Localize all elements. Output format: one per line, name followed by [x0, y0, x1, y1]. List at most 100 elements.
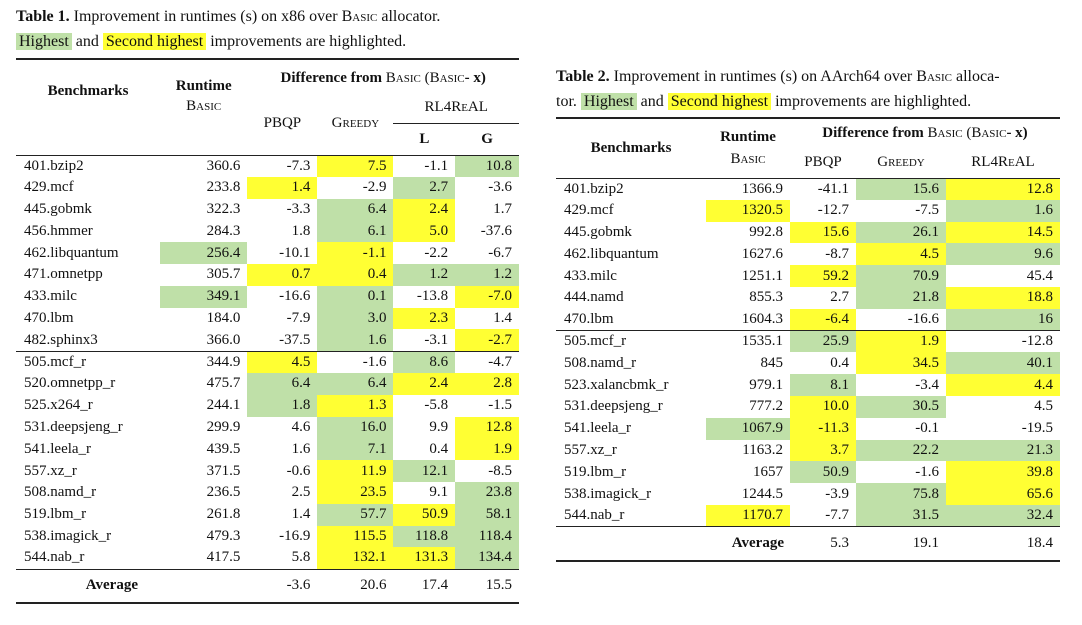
cell-g: -2.7: [455, 329, 519, 352]
cell-name: 541.leela_r: [24, 440, 92, 457]
table-row: 538.imagick_r 479.3 -16.9 115.5 118.8 118.4: [16, 525, 519, 548]
cell-rl: 12.8: [946, 177, 1060, 200]
cell-runtime: 845: [760, 354, 784, 371]
table2-col-rl4real: RL4ReAL: [971, 154, 1035, 171]
cell-runtime: 1170.7: [706, 504, 790, 527]
cell-pbqp: -6.4: [790, 308, 856, 331]
cell-greedy: 0.4: [317, 263, 394, 286]
cell-g: -4.7: [455, 350, 519, 373]
cell-pbqp: -12.7: [817, 202, 849, 219]
cell-pbqp: 1.8: [291, 222, 311, 239]
cell-l: 12.1: [393, 460, 456, 482]
cell-pbqp: -16.9: [279, 527, 311, 544]
cell-rl: 65.6: [946, 483, 1060, 505]
table1-caption-basic: Basic: [341, 8, 378, 25]
table2-diff-label: Difference from: [822, 125, 928, 141]
cell-runtime: 1067.9: [706, 417, 790, 440]
cell-pbqp: 15.6: [790, 221, 856, 244]
table-row: 508.namd_r 236.5 2.5 23.5 9.1 23.8: [16, 481, 519, 504]
cell-name: 401.bzip2: [556, 177, 706, 200]
cell-runtime: 1627.6: [741, 245, 783, 262]
table2-caption: Table 2. Improvement in runtimes (s) on …: [556, 64, 1056, 114]
cell-name: 523.xalancbmk_r: [564, 376, 669, 393]
cell-name: 470.lbm: [564, 310, 614, 327]
cell-l: 118.8: [393, 525, 456, 548]
cell-g: 134.4: [455, 547, 519, 570]
cell-name: 505.mcf_r: [16, 350, 160, 373]
cell-name: 557.xz_r: [24, 462, 77, 479]
cell-name: 482.sphinx3: [24, 331, 98, 348]
table2-caption-highest: Highest: [580, 93, 637, 110]
cell-name: 519.lbm_r: [564, 463, 627, 480]
cell-name: 538.imagick_r: [564, 485, 652, 502]
cell-greedy: 57.7: [317, 503, 394, 526]
table2-diff-basic: Basic: [927, 125, 963, 141]
cell-g: 12.8: [455, 416, 519, 439]
cell-rl: -12.8: [946, 330, 1060, 353]
cell-name: 531.deepsjeng_r: [564, 398, 663, 415]
cell-greedy: 1.9: [856, 330, 946, 353]
table1-header: Benchmarks Runtime Basic Difference from …: [16, 58, 519, 155]
cell-runtime: 284.3: [206, 222, 241, 239]
cell-pbqp: 1.6: [291, 440, 311, 457]
table-row: 520.omnetpp_r 475.7 6.4 6.4 2.4 2.8: [16, 372, 519, 395]
cell-pbqp: -7.3: [247, 154, 318, 177]
table1-caption-and: and: [71, 33, 103, 50]
cell-greedy: 3.0: [317, 307, 394, 330]
table2-header: Benchmarks Runtime Basic Difference from …: [556, 117, 1060, 178]
table1-caption-tail: improvements are highlighted.: [206, 33, 407, 50]
table2-caption-tail: improvements are highlighted.: [771, 93, 972, 110]
cell-runtime: 992.8: [749, 223, 783, 240]
table2-col-runtime-label: Runtime: [720, 129, 776, 146]
cell-runtime: 439.5: [206, 440, 241, 457]
table1-caption-line2: Highest and Second highest improvements …: [16, 29, 526, 54]
cell-name: 557.xz_r: [564, 441, 617, 458]
cell-pbqp: -11.3: [790, 417, 856, 440]
cell-name: 462.libquantum: [24, 244, 119, 261]
cell-runtime: 1320.5: [706, 199, 790, 222]
table1-col-rl4real: RL4ReAL: [393, 93, 519, 124]
cell-pbqp: 2.7: [830, 289, 849, 306]
cell-g: 1.2: [455, 263, 519, 286]
cell-greedy: 34.5: [856, 352, 946, 375]
cell-g: -3.6: [488, 179, 512, 196]
table2-col-runtime: Runtime Basic: [706, 117, 790, 178]
cell-greedy: 75.8: [856, 483, 946, 505]
cell-rl: 16: [946, 308, 1060, 331]
cell-l: 2.7: [393, 176, 456, 199]
cell-runtime: 1535.1: [706, 330, 790, 353]
cell-g: 10.8: [455, 154, 519, 177]
table2-caption-end: alloca-: [952, 68, 1000, 85]
cell-l: -1.1: [393, 154, 456, 177]
cell-greedy: 23.5: [317, 481, 394, 504]
cell-name: 401.bzip2: [16, 154, 160, 177]
cell-greedy: 26.1: [856, 221, 946, 244]
cell-runtime: 236.5: [206, 484, 241, 501]
cell-name: 541.leela_r: [564, 420, 632, 437]
cell-g: 58.1: [455, 503, 519, 526]
cell-l: -5.8: [424, 397, 449, 414]
cell-name: 444.namd: [564, 289, 624, 306]
table-row: 482.sphinx3 366.0 -37.5 1.6 -3.1 -2.7: [16, 329, 519, 352]
cell-name: 505.mcf_r: [556, 330, 706, 353]
table2-caption-second: Second highest: [667, 93, 772, 110]
table2-diff-paren: (: [962, 125, 972, 141]
cell-greedy: 1.3: [317, 394, 394, 417]
cell-pbqp: -8.7: [825, 245, 849, 262]
table2-diff-tail: - x): [1006, 125, 1028, 141]
cell-name: 508.namd_r: [564, 354, 637, 371]
table-row: 519.lbm_r 1657 50.9 -1.6 39.8: [556, 461, 1060, 484]
cell-g: 2.8: [455, 372, 519, 395]
cell-name: 519.lbm_r: [24, 506, 87, 523]
cell-rl: -19.5: [1021, 420, 1053, 437]
table2-caption-text: Improvement in runtimes (s) on AArch64 o…: [609, 68, 917, 85]
cell-pbqp: 25.9: [790, 330, 856, 353]
cell-pbqp: 1.8: [247, 394, 318, 417]
cell-runtime: 1244.5: [741, 485, 783, 502]
cell-rl: 14.5: [946, 221, 1060, 244]
cell-l: 131.3: [393, 547, 456, 570]
cell-greedy: -2.9: [362, 179, 387, 196]
cell-name: 429.mcf: [564, 202, 614, 219]
cell-rl: 9.6: [946, 243, 1060, 266]
table1-diff-basic: Basic: [385, 70, 421, 86]
